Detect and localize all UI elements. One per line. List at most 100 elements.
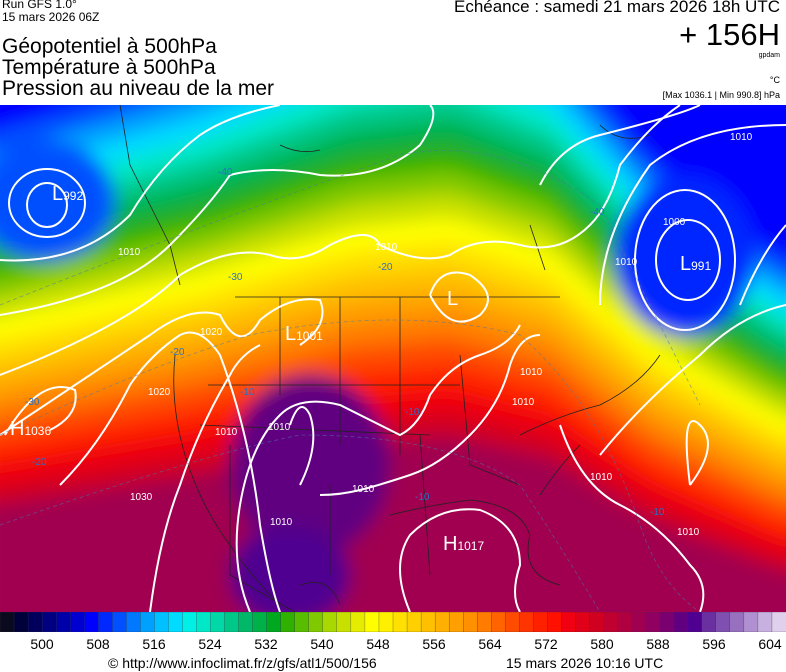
colorbar-tick: 596 <box>702 636 726 652</box>
isobar-label: 1010 <box>590 472 613 483</box>
source-link[interactable]: © http://www.infoclimat.fr/z/gfs/atl1/50… <box>108 655 377 671</box>
colorbar-swatch <box>140 612 155 632</box>
isobar-label: 1010 <box>512 397 535 408</box>
colorbar-swatch <box>84 612 99 632</box>
colorbar-swatch <box>70 612 85 632</box>
colorbar-swatch <box>252 612 268 632</box>
isobar-label: 1010 <box>270 517 293 528</box>
unit-temperature: °C <box>769 75 780 85</box>
colorbar-swatch <box>547 612 562 632</box>
title-pressure: Pression au niveau de la mer <box>2 77 274 100</box>
colorbar-swatch <box>392 612 408 632</box>
pressure-center-low: L991 <box>680 253 711 275</box>
colorbar-swatch <box>224 612 240 632</box>
colorbar-swatch <box>659 612 675 632</box>
colorbar-swatch <box>603 612 619 632</box>
colorbar <box>0 612 786 632</box>
isobar-label: 1010 <box>375 242 398 253</box>
isobar-label: 1010 <box>677 527 700 538</box>
colorbar-swatch <box>98 612 113 632</box>
colorbar-swatch <box>715 612 731 632</box>
colorbar-tick: 500 <box>30 636 54 652</box>
colorbar-swatch <box>126 612 141 632</box>
isobar-label: 1010 <box>615 257 638 268</box>
colorbar-swatch <box>238 612 254 632</box>
run-info: Run GFS 1.0° 15 mars 2026 06Z <box>2 0 99 24</box>
colorbar-swatch <box>743 612 759 632</box>
temperature-label: -20 <box>378 262 393 273</box>
colorbar-swatch <box>210 612 226 632</box>
colorbar-tick: 524 <box>198 636 222 652</box>
colorbar-swatch <box>463 612 478 632</box>
colorbar-swatch <box>13 612 29 632</box>
temperature-label: -10 <box>240 387 255 398</box>
temperature-label: -10 <box>650 507 665 518</box>
isobar-label: 1010 <box>118 247 141 258</box>
colorbar-swatch <box>154 612 169 632</box>
generated-time: 15 mars 2026 10:16 UTC <box>506 655 664 671</box>
isobar-label: 1010 <box>730 132 753 143</box>
isobar-label: 1020 <box>148 387 171 398</box>
lead-time: + 156H <box>679 17 780 52</box>
colorbar-swatch <box>631 612 647 632</box>
colorbar-swatch <box>448 612 464 632</box>
colorbar-swatch <box>112 612 127 632</box>
title-geopotential: Géopotentiel à 500hPa <box>2 35 217 58</box>
isobar-label: 1020 <box>200 327 223 338</box>
pressure-center-high: H1036 <box>10 418 51 440</box>
colorbar-swatch <box>27 612 43 632</box>
unit-geopotential: gpdam <box>758 52 780 59</box>
colorbar-swatch <box>266 612 282 632</box>
temperature-label: -20 <box>32 457 47 468</box>
band <box>0 105 786 262</box>
colorbar-swatch <box>771 612 786 632</box>
colorbar-swatch <box>757 612 773 632</box>
colorbar-swatch <box>687 612 703 632</box>
colorbar-swatch <box>0 612 15 632</box>
band <box>230 375 390 555</box>
colorbar-swatch <box>645 612 661 632</box>
weather-map: L992 L991 L1001 L H1036 H1017 1010 1020 1030 1020… <box>0 105 786 612</box>
pressure-center-low: L <box>447 288 458 310</box>
colorbar-swatch <box>41 612 57 632</box>
colorbar-swatch <box>729 612 745 632</box>
pressure-center-high: H1017 <box>443 533 484 555</box>
colorbar-swatch <box>308 612 324 632</box>
colorbar-tick: 508 <box>86 636 110 652</box>
temperature-label: -10 <box>405 407 420 418</box>
colorbar-swatch <box>168 612 183 632</box>
temperature-label: -40 <box>218 167 233 178</box>
temperature-label: -30 <box>25 397 40 408</box>
isobar-label: 1030 <box>130 492 153 503</box>
band <box>615 175 755 335</box>
band <box>230 525 350 612</box>
colorbar-swatch <box>589 612 604 632</box>
colorbar-tick: 580 <box>590 636 614 652</box>
colorbar-swatch <box>294 612 310 632</box>
colorbar-tick: 604 <box>758 636 782 652</box>
colorbar-swatch <box>701 612 717 632</box>
colorbar-swatch <box>420 612 436 632</box>
colorbar-swatch <box>322 612 338 632</box>
colorbar-tick: 556 <box>422 636 446 652</box>
temperature-label: -40 <box>590 207 605 218</box>
colorbar-tick: 564 <box>478 636 502 652</box>
temperature-label: -30 <box>228 272 243 283</box>
colorbar-tick: 572 <box>534 636 558 652</box>
colorbar-swatch <box>533 612 548 632</box>
band <box>0 105 786 331</box>
pressure-center-low: L992 <box>52 183 83 205</box>
colorbar-swatch <box>336 612 352 632</box>
colorbar-tick: 516 <box>142 636 166 652</box>
colorbar-swatch <box>364 612 380 632</box>
colorbar-tick: 540 <box>310 636 334 652</box>
isobars <box>0 105 786 612</box>
colorbar-swatch <box>561 612 576 632</box>
isobar-label: 1010 <box>520 367 543 378</box>
band <box>0 140 115 260</box>
colorbar-swatch <box>406 612 422 632</box>
colorbar-swatch <box>491 612 506 632</box>
temperature-label: -10 <box>415 492 430 503</box>
colorbar-swatch <box>575 612 590 632</box>
colorbar-swatch <box>477 612 492 632</box>
